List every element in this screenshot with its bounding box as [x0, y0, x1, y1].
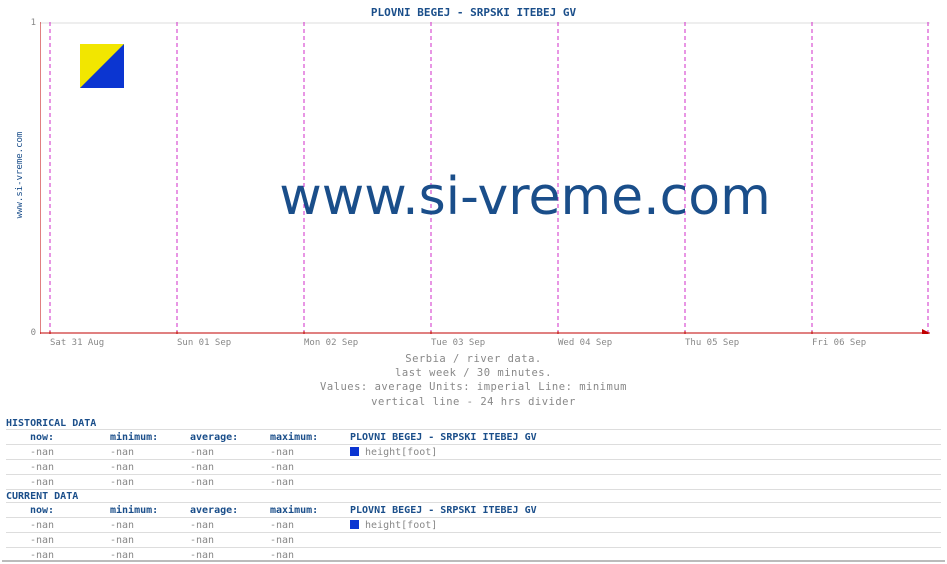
cell-maximum: -nan — [270, 535, 350, 546]
metric-label: height[foot] — [365, 447, 437, 458]
x-tick-label: Thu 05 Sep — [685, 338, 739, 348]
cell-minimum: -nan — [110, 447, 190, 458]
cell-metric: height[foot] — [350, 520, 941, 531]
cell-average: -nan — [190, 447, 270, 458]
footer-rule — [2, 560, 945, 562]
x-tick-label: Tue 03 Sep — [431, 338, 485, 348]
data-tables: HISTORICAL DATA now: minimum: average: m… — [6, 418, 941, 562]
plot-svg — [40, 22, 930, 334]
cell-minimum: -nan — [110, 520, 190, 531]
meta-line: last week / 30 minutes. — [0, 366, 947, 380]
col-maximum: maximum: — [270, 505, 350, 516]
cell-now: -nan — [30, 447, 110, 458]
y-tick-label: 0 — [26, 328, 36, 338]
col-average: average: — [190, 432, 270, 443]
table-row: -nan -nan -nan -nan — [6, 459, 941, 474]
cell-now: -nan — [30, 550, 110, 561]
cell-maximum: -nan — [270, 447, 350, 458]
historical-header: HISTORICAL DATA — [6, 418, 941, 429]
cell-now: -nan — [30, 462, 110, 473]
cell-now: -nan — [30, 520, 110, 531]
col-minimum: minimum: — [110, 432, 190, 443]
table-row: -nan -nan -nan -nan height[foot] — [6, 444, 941, 459]
col-now: now: — [30, 505, 110, 516]
root: PLOVNI BEGEJ - SRPSKI ITEBEJ GV www.si-v… — [0, 0, 947, 564]
meta-line: Values: average Units: imperial Line: mi… — [0, 380, 947, 394]
table-row: -nan -nan -nan -nan — [6, 474, 941, 489]
plot-area: www.si-vreme.com — [40, 22, 930, 334]
cell-maximum: -nan — [270, 550, 350, 561]
table-header-row: now: minimum: average: maximum: PLOVNI B… — [6, 502, 941, 517]
x-tick-label: Wed 04 Sep — [558, 338, 612, 348]
chart-meta: Serbia / river data. last week / 30 minu… — [0, 352, 947, 409]
cell-average: -nan — [190, 550, 270, 561]
x-tick-label: Sun 01 Sep — [177, 338, 231, 348]
cell-maximum: -nan — [270, 477, 350, 488]
cell-metric: height[foot] — [350, 447, 941, 458]
col-now: now: — [30, 432, 110, 443]
cell-average: -nan — [190, 535, 270, 546]
cell-maximum: -nan — [270, 520, 350, 531]
series-name: PLOVNI BEGEJ - SRPSKI ITEBEJ GV — [350, 505, 941, 516]
meta-line: Serbia / river data. — [0, 352, 947, 366]
cell-minimum: -nan — [110, 535, 190, 546]
cell-average: -nan — [190, 462, 270, 473]
x-tick-label: Sat 31 Aug — [50, 338, 104, 348]
series-name: PLOVNI BEGEJ - SRPSKI ITEBEJ GV — [350, 432, 941, 443]
cell-now: -nan — [30, 535, 110, 546]
cell-minimum: -nan — [110, 477, 190, 488]
x-tick-label: Mon 02 Sep — [304, 338, 358, 348]
cell-now: -nan — [30, 477, 110, 488]
series-color-box-icon — [350, 520, 359, 529]
cell-maximum: -nan — [270, 462, 350, 473]
cell-average: -nan — [190, 520, 270, 531]
chart-title: PLOVNI BEGEJ - SRPSKI ITEBEJ GV — [0, 6, 947, 19]
metric-label: height[foot] — [365, 520, 437, 531]
y-tick-label: 1 — [26, 18, 36, 28]
cell-minimum: -nan — [110, 462, 190, 473]
cell-average: -nan — [190, 477, 270, 488]
x-tick-label: Fri 06 Sep — [812, 338, 866, 348]
table-row: -nan -nan -nan -nan — [6, 532, 941, 547]
series-color-box-icon — [350, 447, 359, 456]
table-header-row: now: minimum: average: maximum: PLOVNI B… — [6, 429, 941, 444]
y-axis-source-label: www.si-vreme.com — [15, 115, 25, 235]
col-average: average: — [190, 505, 270, 516]
col-maximum: maximum: — [270, 432, 350, 443]
col-minimum: minimum: — [110, 505, 190, 516]
cell-minimum: -nan — [110, 550, 190, 561]
current-header: CURRENT DATA — [6, 489, 941, 502]
table-row: -nan -nan -nan -nan height[foot] — [6, 517, 941, 532]
meta-line: vertical line - 24 hrs divider — [0, 395, 947, 409]
